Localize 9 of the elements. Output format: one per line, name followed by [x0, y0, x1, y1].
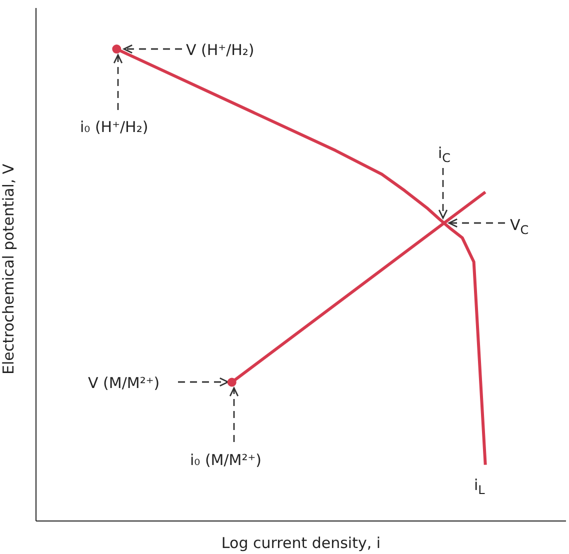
- y-axis-title: Electrochemical potential, V: [0, 163, 18, 374]
- annotation: i₀ (H⁺/H₂): [80, 118, 148, 136]
- annotation: V$_{C}$: [510, 216, 529, 237]
- annotation: V (M/M²⁺): [88, 374, 160, 392]
- annotation: i₀ (M/M²⁺): [190, 451, 262, 469]
- annotation: i$_{C}$: [438, 144, 451, 165]
- x-axis-title: Log current density, i: [221, 534, 381, 552]
- annotation: i$_{L}$: [474, 476, 486, 497]
- annotation: V (H⁺/H₂): [186, 41, 254, 59]
